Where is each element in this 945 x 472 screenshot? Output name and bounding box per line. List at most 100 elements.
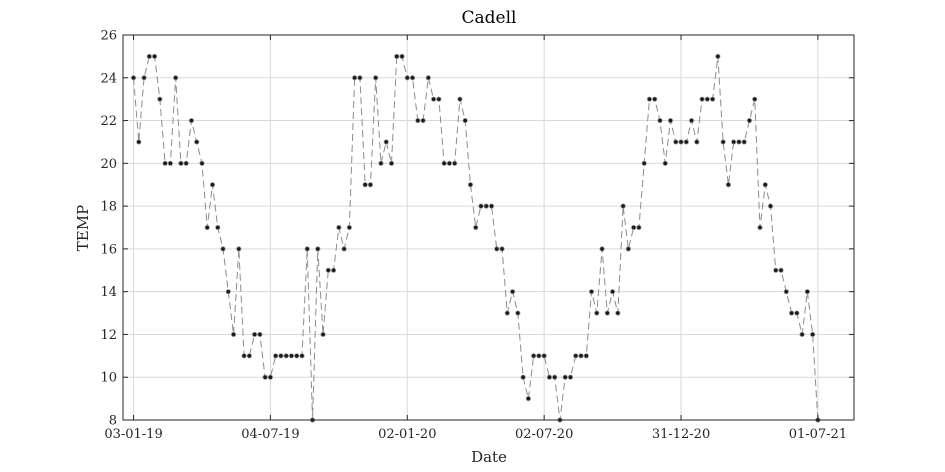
y-tick-label: 10 — [100, 371, 117, 386]
data-point — [741, 139, 747, 145]
data-point — [715, 53, 721, 59]
data-point — [694, 139, 700, 145]
data-point — [157, 96, 163, 102]
y-tick-label: 20 — [100, 157, 117, 172]
data-point — [336, 224, 342, 231]
data-point — [483, 203, 489, 209]
data-point — [541, 353, 547, 359]
data-point — [199, 160, 205, 166]
data-point — [367, 182, 374, 188]
data-point — [588, 289, 595, 295]
data-point — [388, 160, 395, 166]
data-point — [236, 246, 242, 252]
data-point — [536, 353, 542, 359]
data-point — [467, 182, 474, 188]
data-point — [494, 246, 500, 252]
data-point — [678, 139, 684, 145]
data-point — [341, 246, 347, 252]
data-point — [567, 374, 574, 380]
x-tick-label: 01-07-21 — [789, 427, 847, 442]
data-point — [420, 117, 426, 124]
data-point — [578, 353, 584, 359]
data-point — [620, 203, 626, 209]
data-point — [415, 117, 421, 124]
data-point — [225, 289, 231, 295]
data-point — [525, 396, 531, 402]
x-tick-label: 02-01-20 — [378, 427, 436, 442]
data-point — [241, 353, 247, 359]
plot-area-frame — [122, 34, 855, 421]
chart-title: Cadell — [462, 8, 517, 28]
y-tick-label: 8 — [109, 414, 117, 429]
data-point — [325, 267, 331, 273]
x-tick-label: 31-12-20 — [652, 427, 710, 442]
data-point — [194, 139, 200, 145]
data-point — [720, 139, 726, 145]
y-tick-label: 24 — [100, 71, 117, 86]
y-tick-label: 14 — [100, 285, 117, 300]
data-point — [352, 75, 358, 81]
data-point — [583, 353, 589, 359]
data-point — [220, 246, 226, 252]
data-point — [378, 160, 384, 166]
data-point — [246, 353, 252, 359]
data-point — [209, 182, 216, 188]
data-point — [725, 182, 732, 188]
data-point — [520, 374, 526, 380]
y-tick-label: 22 — [100, 114, 117, 129]
data-point — [625, 246, 631, 252]
data-point — [646, 96, 653, 102]
data-point — [357, 75, 363, 81]
x-axis-title: Date — [471, 448, 507, 466]
data-point — [794, 310, 800, 316]
data-point — [362, 182, 368, 188]
data-point — [488, 203, 495, 209]
data-point — [278, 353, 284, 359]
data-point — [799, 331, 805, 338]
data-point — [573, 353, 579, 359]
data-point — [657, 117, 663, 124]
data-point — [552, 374, 558, 380]
data-point — [167, 160, 173, 166]
data-point — [778, 267, 784, 273]
data-point — [609, 289, 616, 295]
data-point — [441, 160, 447, 166]
y-axis-ticks: 8 10 12 14 16 18 20 22 24 26 — [100, 29, 854, 429]
data-point — [767, 203, 774, 209]
data-point — [673, 139, 679, 145]
data-point — [425, 75, 431, 81]
data-point — [230, 331, 237, 338]
data-point — [462, 117, 468, 124]
x-tick-label: 02-07-20 — [515, 427, 573, 442]
data-point — [373, 75, 379, 81]
data-point — [294, 353, 300, 359]
data-point — [151, 53, 158, 59]
data-point — [452, 160, 458, 166]
data-point — [594, 310, 600, 316]
y-tick-label: 12 — [100, 328, 117, 343]
data-point — [162, 160, 168, 166]
data-point — [446, 160, 452, 166]
data-point — [504, 310, 510, 316]
data-point — [146, 53, 152, 59]
data-point — [731, 139, 737, 145]
data-point — [757, 224, 763, 231]
data-point — [683, 139, 689, 145]
data-point — [652, 96, 658, 102]
data-point — [688, 117, 695, 124]
data-point — [478, 203, 484, 209]
data-point — [710, 96, 716, 102]
data-point — [430, 96, 437, 102]
y-tick-label: 26 — [100, 29, 117, 44]
data-point — [288, 353, 295, 359]
data-point — [509, 289, 516, 295]
data-point — [515, 310, 521, 316]
data-point — [746, 117, 753, 124]
data-point — [457, 96, 463, 102]
data-point — [141, 75, 147, 81]
data-point — [604, 310, 610, 316]
data-point — [315, 246, 321, 252]
data-point — [436, 96, 442, 102]
data-point — [136, 139, 142, 145]
data-point — [788, 310, 795, 316]
